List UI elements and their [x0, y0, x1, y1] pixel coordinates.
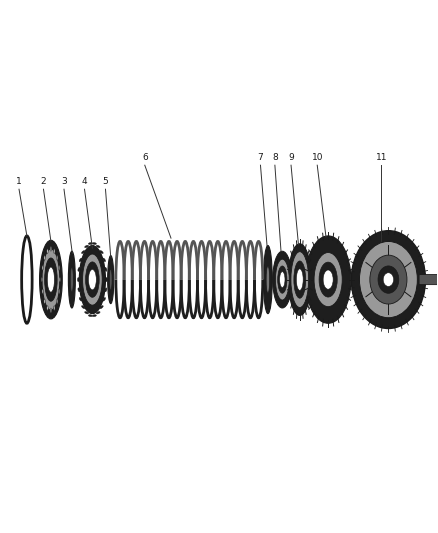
Ellipse shape [85, 262, 99, 297]
Ellipse shape [305, 236, 351, 323]
Ellipse shape [44, 299, 45, 304]
Ellipse shape [297, 269, 303, 290]
Ellipse shape [53, 305, 55, 310]
Ellipse shape [42, 249, 60, 310]
Ellipse shape [81, 251, 85, 254]
FancyBboxPatch shape [419, 274, 438, 285]
Ellipse shape [79, 297, 82, 301]
Ellipse shape [70, 267, 74, 293]
Ellipse shape [351, 231, 426, 328]
Ellipse shape [291, 252, 309, 308]
Text: 2: 2 [41, 177, 46, 185]
Ellipse shape [278, 266, 287, 293]
Ellipse shape [92, 314, 96, 317]
Ellipse shape [44, 255, 45, 260]
Ellipse shape [323, 270, 333, 289]
Text: 6: 6 [142, 153, 148, 161]
Ellipse shape [41, 277, 42, 282]
Text: 8: 8 [272, 153, 278, 161]
Ellipse shape [42, 265, 43, 270]
Ellipse shape [266, 266, 270, 293]
Ellipse shape [110, 269, 112, 290]
Ellipse shape [383, 273, 394, 286]
Text: 7: 7 [258, 153, 263, 161]
Ellipse shape [273, 251, 292, 308]
Ellipse shape [50, 246, 52, 251]
Ellipse shape [88, 269, 96, 290]
Ellipse shape [105, 268, 107, 271]
Ellipse shape [279, 272, 285, 287]
Text: 3: 3 [61, 177, 67, 185]
Ellipse shape [58, 289, 60, 294]
Ellipse shape [79, 258, 82, 262]
Ellipse shape [59, 277, 60, 282]
Ellipse shape [96, 312, 100, 314]
Text: 11: 11 [376, 153, 387, 161]
Ellipse shape [288, 244, 311, 316]
Ellipse shape [50, 308, 52, 313]
Text: 4: 4 [82, 177, 87, 185]
Ellipse shape [45, 258, 57, 301]
Ellipse shape [81, 305, 85, 309]
Ellipse shape [96, 245, 100, 248]
Ellipse shape [294, 261, 306, 298]
Ellipse shape [276, 259, 289, 300]
Ellipse shape [57, 255, 58, 260]
Ellipse shape [47, 267, 55, 292]
Text: 10: 10 [311, 153, 323, 161]
Ellipse shape [108, 256, 114, 304]
Ellipse shape [314, 253, 342, 306]
Ellipse shape [68, 251, 75, 308]
Ellipse shape [58, 265, 60, 270]
Ellipse shape [370, 255, 407, 304]
Ellipse shape [39, 240, 62, 319]
Ellipse shape [42, 289, 43, 294]
Ellipse shape [88, 314, 92, 317]
Ellipse shape [360, 241, 417, 318]
Ellipse shape [78, 268, 80, 271]
Ellipse shape [264, 246, 272, 313]
Ellipse shape [100, 251, 103, 254]
Ellipse shape [85, 245, 88, 248]
Ellipse shape [103, 258, 106, 262]
Ellipse shape [88, 243, 92, 245]
Text: 5: 5 [102, 177, 108, 185]
Ellipse shape [85, 312, 88, 314]
Ellipse shape [92, 243, 96, 245]
Ellipse shape [47, 305, 48, 310]
Ellipse shape [78, 288, 80, 292]
Ellipse shape [103, 297, 106, 301]
Ellipse shape [106, 278, 107, 281]
Ellipse shape [79, 246, 106, 313]
Ellipse shape [78, 278, 79, 281]
Ellipse shape [53, 249, 55, 254]
Ellipse shape [100, 305, 103, 309]
Ellipse shape [82, 254, 102, 305]
Text: 9: 9 [288, 153, 294, 161]
Ellipse shape [378, 266, 399, 293]
Ellipse shape [105, 288, 107, 292]
Ellipse shape [57, 299, 58, 304]
Ellipse shape [319, 262, 337, 297]
Text: 1: 1 [16, 177, 22, 185]
Ellipse shape [47, 249, 48, 254]
